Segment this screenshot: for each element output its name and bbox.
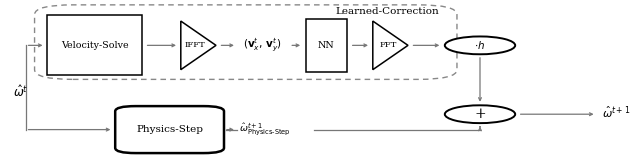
Text: +: + (474, 107, 486, 121)
Text: NN: NN (318, 41, 335, 50)
FancyBboxPatch shape (47, 15, 142, 75)
Text: $\hat{\omega}^{t+1}$: $\hat{\omega}^{t+1}$ (602, 105, 630, 121)
Text: FFT: FFT (379, 41, 397, 49)
FancyBboxPatch shape (306, 19, 347, 72)
FancyBboxPatch shape (115, 106, 224, 153)
Text: Learned-Correction: Learned-Correction (335, 7, 439, 16)
Polygon shape (372, 21, 408, 70)
Circle shape (445, 105, 515, 123)
Text: Physics-Step: Physics-Step (136, 125, 203, 134)
Text: IFFT: IFFT (185, 41, 205, 49)
Text: $\cdot h$: $\cdot h$ (474, 39, 486, 51)
Circle shape (445, 36, 515, 54)
Text: $\hat{\omega}^{t+1}_{\mathrm{Physics\text{-}Step}}$: $\hat{\omega}^{t+1}_{\mathrm{Physics\tex… (239, 122, 291, 138)
Text: $\hat{\omega}^t$: $\hat{\omega}^t$ (13, 84, 28, 99)
Polygon shape (180, 21, 216, 70)
Text: $(\mathbf{v}_x^t,\,\mathbf{v}_y^t)$: $(\mathbf{v}_x^t,\,\mathbf{v}_y^t)$ (243, 37, 282, 54)
Text: Velocity-Solve: Velocity-Solve (61, 41, 129, 50)
